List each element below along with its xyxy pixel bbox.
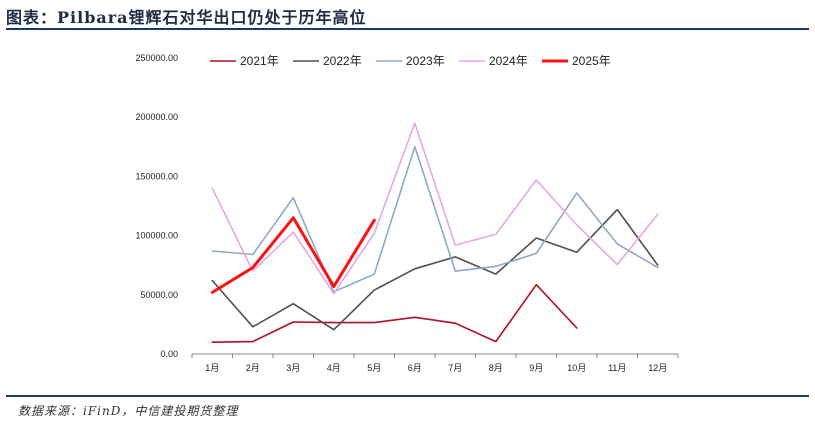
chart-title: 图表：Pilbara锂辉石对华出口仍处于历年高位	[6, 8, 367, 27]
chart-axes: 0.00 50000.00 100000.00 150000.00 200000.00 2…	[135, 53, 679, 373]
y-tick-label: 0.00	[160, 349, 178, 359]
x-tick-label: 8月	[489, 363, 503, 373]
series-line-2021年	[211, 283, 578, 343]
x-tick-label: 9月	[529, 363, 543, 373]
chart-legend: 2021年 2022年 2023年 2024年 2025年	[210, 54, 611, 68]
series-line-2025年	[210, 216, 376, 294]
x-tick-label: 7月	[448, 363, 462, 373]
legend-label: 2023年	[406, 54, 445, 68]
y-tick-label: 150000.00	[135, 171, 178, 181]
series-line-2024年	[211, 122, 659, 295]
series-line-2023年	[211, 146, 659, 293]
legend-label: 2021年	[240, 54, 279, 68]
x-tick-label: 5月	[367, 363, 381, 373]
bottom-divider	[6, 395, 809, 397]
y-tick-label: 200000.00	[135, 112, 178, 122]
series-line-2022年	[211, 208, 659, 331]
x-tick-label: 1月	[205, 363, 219, 373]
x-tick-label: 3月	[286, 363, 300, 373]
x-tick-label: 11月	[608, 363, 626, 373]
chart-series	[210, 122, 659, 343]
x-tick-label: 4月	[327, 363, 341, 373]
y-tick-label: 250000.00	[135, 53, 178, 63]
legend-label: 2024年	[489, 54, 528, 68]
x-tick-label: 6月	[408, 363, 422, 373]
x-tick-label: 12月	[648, 363, 667, 373]
x-tick-label: 10月	[567, 363, 586, 373]
y-tick-label: 100000.00	[135, 231, 178, 241]
x-tick-label: 2月	[246, 363, 260, 373]
y-tick-label: 50000.00	[140, 290, 178, 300]
data-source-note: 数据来源：iFinD，中信建投期货整理	[18, 404, 239, 418]
top-divider	[6, 28, 809, 30]
legend-label: 2022年	[323, 54, 362, 68]
legend-label: 2025年	[572, 54, 611, 68]
